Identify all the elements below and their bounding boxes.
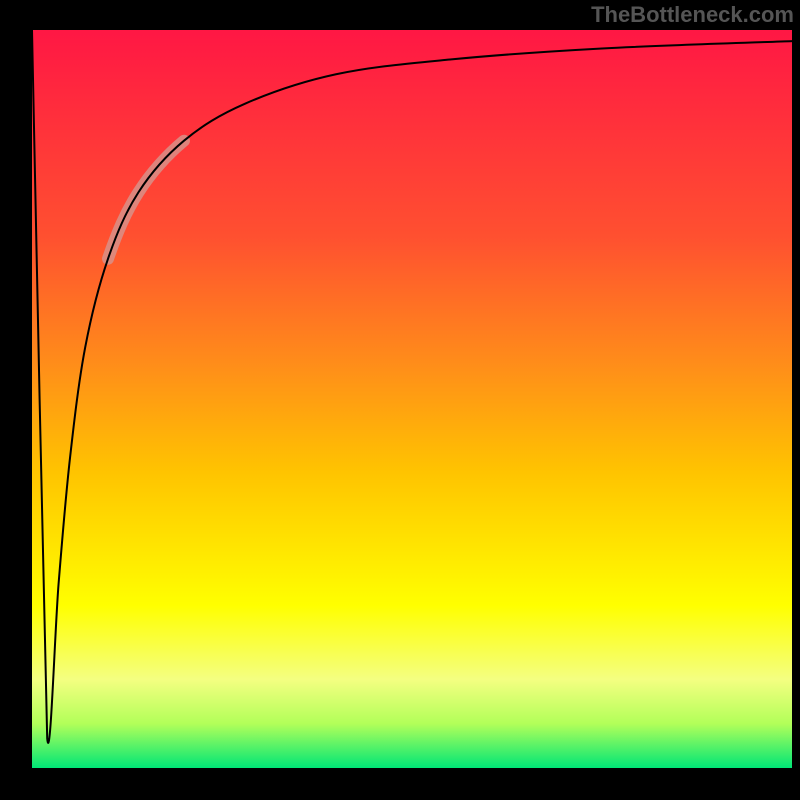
plot-background [32, 30, 792, 768]
bottleneck-chart: TheBottleneck.com [0, 0, 800, 800]
chart-canvas [0, 0, 800, 800]
watermark-text: TheBottleneck.com [591, 2, 794, 28]
